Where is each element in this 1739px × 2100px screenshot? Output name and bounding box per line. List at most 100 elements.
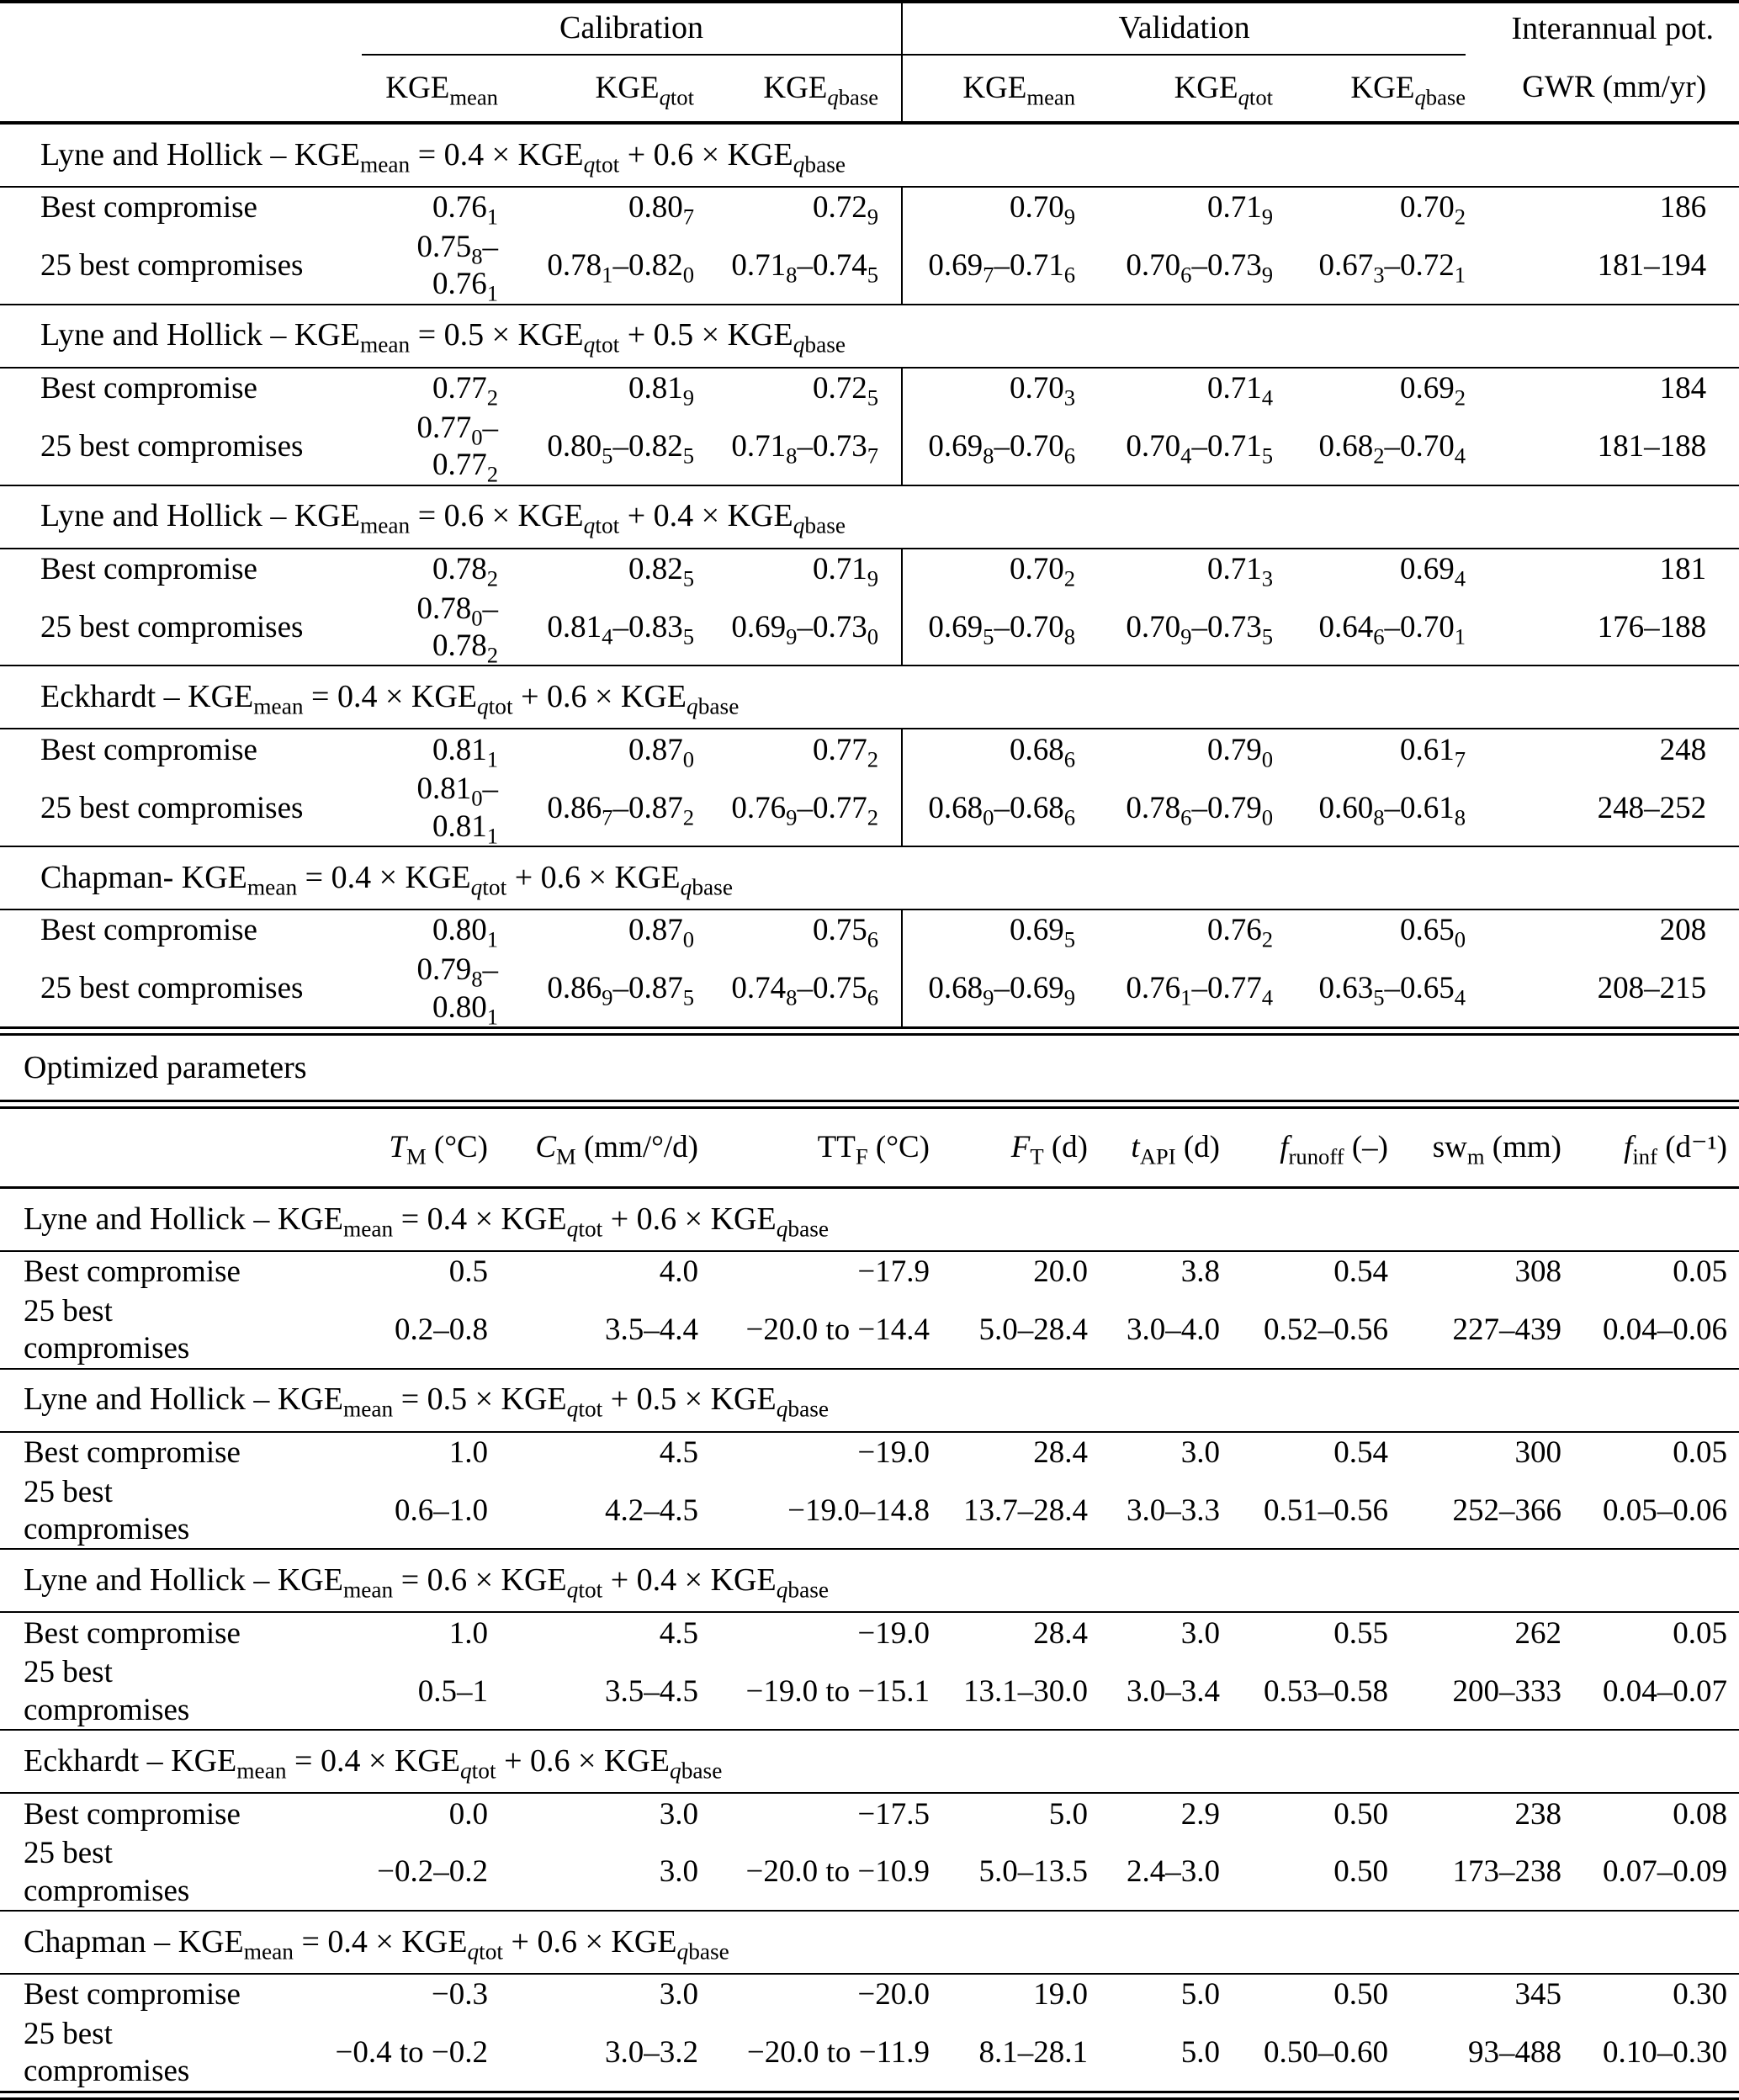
value-cell: 0.758–0.761 — [416, 230, 498, 306]
value-cell: 173–238 — [1452, 1854, 1562, 1890]
value-cell: −19.0–14.8 — [787, 1493, 930, 1528]
value-cell: 0.673–0.721 — [1318, 248, 1466, 288]
value-cell: 0.729 — [694, 187, 904, 229]
value-cell: 0.694 — [1400, 551, 1466, 591]
section-title: Eckhardt – KGEmean = 0.4 × KGEqtot + 0.6… — [0, 1729, 1739, 1795]
table-row: Best compromise 1.0 4.5 −19.0 28.4 3.0 0… — [0, 1612, 1739, 1654]
value-cell: 20.0 — [1033, 1254, 1088, 1290]
value-cell: 5.0 — [1180, 1977, 1220, 2012]
col-header-val-kge-qbase: KGEqbase — [1350, 70, 1466, 110]
col-header-val-kge-qtot: KGEqtot — [1174, 70, 1274, 110]
value-cell: 3.8 — [1180, 1254, 1220, 1290]
col-header-val-kge-mean: KGEmean — [962, 70, 1076, 110]
value-cell: 0.50 — [1333, 1977, 1388, 2012]
value-cell: 0.869–0.875 — [547, 971, 694, 1010]
value-cell: 0.650 — [1400, 913, 1466, 952]
value-cell: −0.4 to −0.2 — [335, 2035, 488, 2071]
value-cell: 0.805–0.825 — [547, 428, 694, 469]
col-header-ttf: TTF (°C) — [817, 1129, 930, 1169]
value-cell: −19.0 to −15.1 — [745, 1673, 930, 1709]
value-cell: −0.3 — [431, 1977, 488, 2012]
value-cell: 0.780–0.782 — [416, 591, 498, 668]
value-cell: 3.0–3.2 — [605, 2035, 698, 2071]
col-group-validation: Validation — [902, 2, 1466, 56]
row-label: 25 best compromises — [40, 609, 304, 644]
double-rule-divider — [0, 1099, 1739, 1109]
value-cell: 0.725 — [694, 367, 904, 410]
table-row: 25 best compromises 0.6–1.0 4.2–4.5 −19.… — [0, 1474, 1739, 1550]
section-title-row: Lyne and Hollick – KGEmean = 0.4 × KGEqt… — [0, 1186, 1739, 1252]
value-cell: 248 — [1659, 732, 1707, 767]
value-cell: 3.0 — [659, 1796, 698, 1832]
value-cell: 3.0 — [659, 1854, 698, 1890]
table-row: Best compromise 0.761 0.807 0.729 0.709 … — [0, 187, 1739, 229]
row-label: Best compromise — [40, 732, 257, 767]
value-cell: 0.810–0.811 — [416, 772, 498, 849]
value-cell: 0.692 — [1400, 371, 1466, 411]
value-cell: 13.7–28.4 — [963, 1493, 1088, 1528]
value-cell: 0.0 — [448, 1796, 488, 1832]
value-cell: 0.682–0.704 — [1318, 428, 1466, 469]
value-cell: 0.713 — [1206, 551, 1274, 591]
value-cell: 0.825 — [628, 551, 694, 591]
table-row: Best compromise 1.0 4.5 −19.0 28.4 3.0 0… — [0, 1432, 1739, 1474]
value-cell: 0.5 — [448, 1254, 488, 1290]
value-cell: 200–333 — [1452, 1673, 1562, 1709]
row-label: Best compromise — [24, 1977, 241, 2012]
value-cell: 0.709 — [1009, 190, 1076, 230]
row-label: Best compromise — [40, 371, 257, 406]
value-cell: 0.870 — [628, 913, 694, 952]
value-cell: 0.798–0.801 — [416, 952, 498, 1029]
value-cell: 0.790 — [1206, 732, 1274, 772]
section-title-row: Lyne and Hollick – KGEmean = 0.6 × KGEqt… — [0, 1548, 1739, 1614]
corner-spacer — [0, 55, 362, 123]
value-cell: 0.756 — [694, 909, 904, 952]
value-cell: −20.0 to −14.4 — [745, 1312, 930, 1348]
table-row: Best compromise −0.3 3.0 −20.0 19.0 5.0 … — [0, 1974, 1739, 2016]
value-cell: 2.9 — [1180, 1796, 1220, 1832]
table-row: Best compromise 0.772 0.819 0.725 0.703 … — [0, 367, 1739, 411]
row-label: Best compromise — [40, 913, 257, 948]
col-header-tm: TM (°C) — [389, 1129, 488, 1169]
value-cell: 0.08 — [1673, 1796, 1727, 1832]
value-cell: 0.689–0.699 — [928, 971, 1076, 1010]
row-label: Best compromise — [24, 1796, 241, 1832]
value-cell: 4.5 — [659, 1615, 698, 1651]
value-cell: 0.5–1 — [417, 1673, 488, 1709]
value-cell: 0.718–0.737 — [694, 409, 904, 485]
value-cell: −17.9 — [857, 1254, 930, 1290]
value-cell: −20.0 to −10.9 — [745, 1854, 930, 1890]
value-cell: 262 — [1514, 1615, 1562, 1651]
value-cell: 0.50–0.60 — [1264, 2035, 1388, 2071]
row-label: 25 best compromises — [40, 428, 304, 464]
row-label: Best compromise — [40, 551, 257, 586]
value-cell: 0.748–0.756 — [694, 952, 904, 1026]
value-cell: 0.801 — [432, 913, 498, 952]
section-title-row: Chapman- KGEmean = 0.4 × KGEqtot + 0.6 ×… — [0, 846, 1739, 911]
value-cell: 0.719 — [1206, 190, 1274, 230]
value-cell: −0.2–0.2 — [377, 1854, 488, 1890]
value-cell: 0.706–0.739 — [1126, 248, 1274, 288]
table-row: 25 best compromises 0.798–0.801 0.869–0.… — [0, 952, 1739, 1029]
value-cell: 0.52–0.56 — [1264, 1312, 1388, 1348]
value-cell: 0.05–0.06 — [1603, 1493, 1727, 1528]
row-label: 25 best compromises — [24, 1474, 190, 1547]
value-cell: 28.4 — [1033, 1615, 1088, 1651]
col-header-finf: finf (d⁻¹) — [1624, 1129, 1727, 1169]
value-cell: 0.6–1.0 — [395, 1493, 488, 1528]
column-header-row: TM (°C) CM (mm/°/d) TTF (°C) FT (d) tAPI… — [0, 1109, 1739, 1188]
section-title-row: Lyne and Hollick – KGEmean = 0.5 × KGEqt… — [0, 1367, 1739, 1433]
col-group-calibration: Calibration — [362, 2, 904, 56]
value-cell: 0.50 — [1333, 1796, 1388, 1832]
row-label: 25 best compromises — [24, 1655, 190, 1727]
value-cell: 0.772 — [432, 371, 498, 411]
section-title-row: Chapman – KGEmean = 0.4 × KGEqtot + 0.6 … — [0, 1910, 1739, 1975]
value-cell: 181–188 — [1597, 428, 1707, 464]
row-label: Best compromise — [24, 1434, 241, 1470]
value-cell: 3.5–4.5 — [605, 1673, 698, 1709]
value-cell: 0.04–0.06 — [1603, 1312, 1727, 1348]
value-cell: −19.0 — [857, 1615, 930, 1651]
value-cell: 8.1–28.1 — [978, 2035, 1089, 2071]
row-label: Best compromise — [24, 1615, 241, 1651]
value-cell: 0.702 — [1009, 551, 1076, 591]
